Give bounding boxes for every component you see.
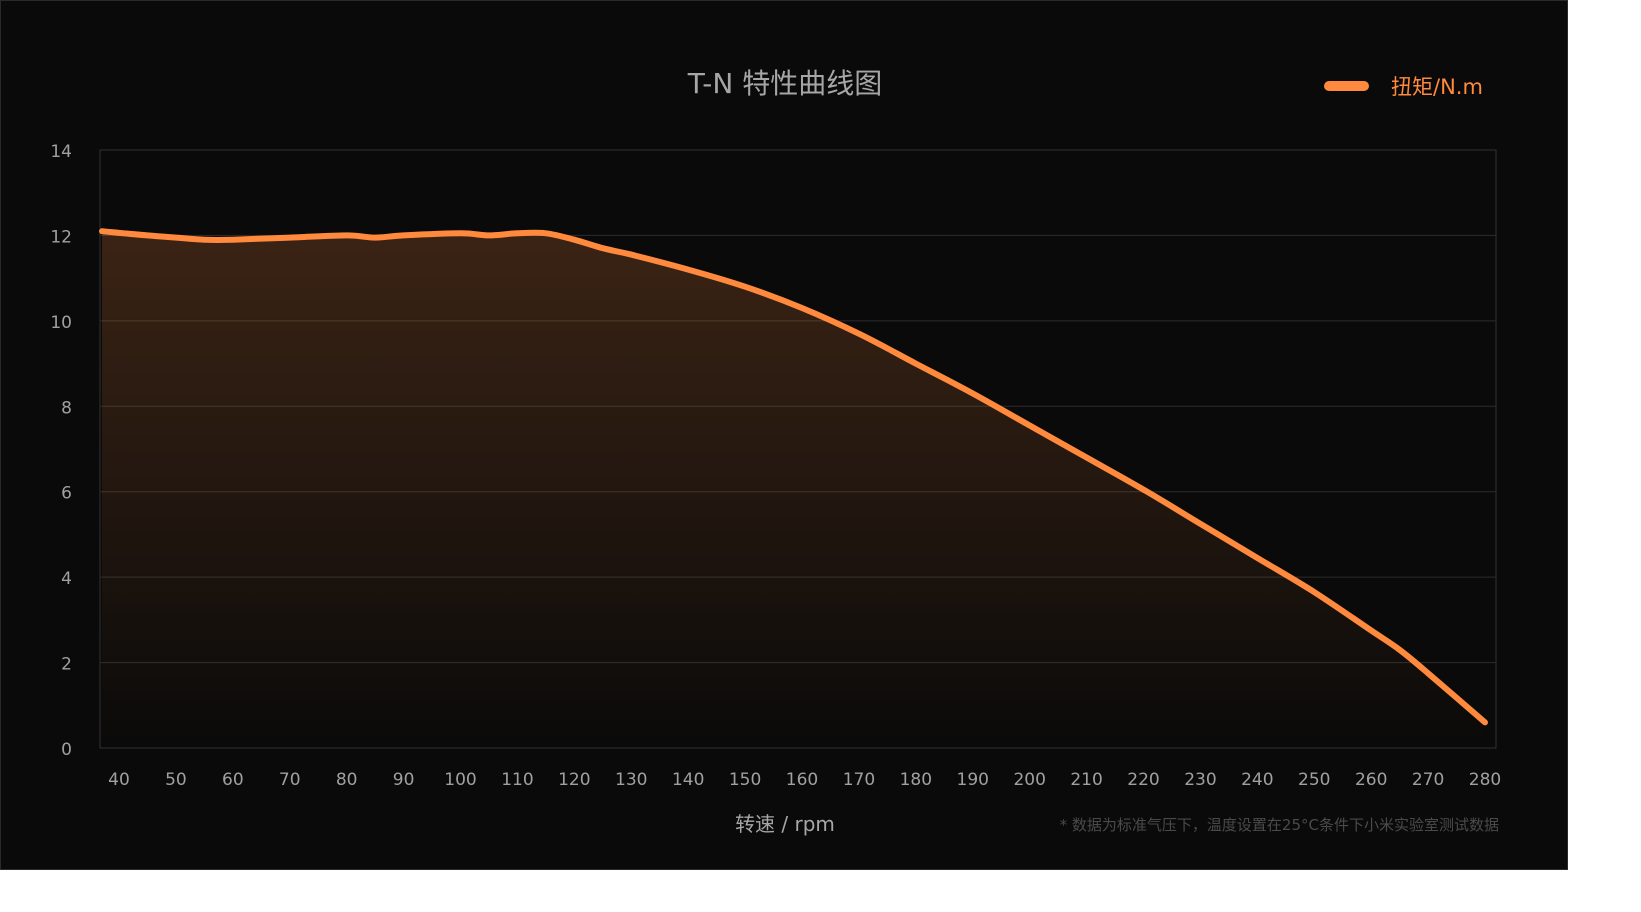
- legend-label: 扭矩/N.m: [1391, 75, 1483, 99]
- x-tick-label: 280: [1469, 770, 1501, 790]
- x-axis-label: 转速 / rpm: [735, 812, 835, 836]
- torque-series-line: [99, 228, 1488, 726]
- chart-panel: T-N 特性曲线图 扭矩/N.m 0 2 4 6 8 10 12 14 40 50 60 70 80 9…: [0, 0, 1568, 870]
- x-tick-label: 240: [1241, 770, 1273, 790]
- x-tick-label: 90: [393, 770, 415, 790]
- y-tick-label: 8: [61, 398, 72, 418]
- x-tick-label: 230: [1184, 770, 1216, 790]
- y-tick-label: 2: [61, 655, 72, 675]
- x-tick-label: 160: [786, 770, 818, 790]
- x-tick-label: 200: [1013, 770, 1045, 790]
- tn-characteristic-chart: T-N 特性曲线图 扭矩/N.m 0 2 4 6 8 10 12 14 40 50 60 70 80 9…: [50, 67, 1501, 836]
- y-tick-label: 14: [50, 142, 72, 162]
- y-tick-label: 12: [50, 227, 72, 247]
- x-tick-label: 50: [165, 770, 187, 790]
- x-tick-label: 120: [558, 770, 590, 790]
- x-tick-label: 220: [1127, 770, 1159, 790]
- y-tick-label: 0: [61, 740, 72, 760]
- x-tick-label: 70: [279, 770, 301, 790]
- x-tick-label: 260: [1355, 770, 1387, 790]
- x-tick-label: 110: [501, 770, 533, 790]
- x-tick-label: 40: [108, 770, 130, 790]
- x-tick-label: 60: [222, 770, 244, 790]
- x-tick-label: 80: [336, 770, 358, 790]
- footnote-text: * 数据为标准气压下，温度设置在25°C条件下小米实验室测试数据: [1060, 816, 1499, 834]
- x-tick-label: 180: [900, 770, 932, 790]
- x-tick-label: 210: [1070, 770, 1102, 790]
- x-tick-label: 150: [729, 770, 761, 790]
- x-tick-label: 250: [1298, 770, 1330, 790]
- x-tick-label: 270: [1412, 770, 1444, 790]
- y-axis-ticks: 0 2 4 6 8 10 12 14: [50, 142, 72, 760]
- x-tick-label: 100: [444, 770, 476, 790]
- x-axis-ticks: 40 50 60 70 80 90 100 110 120 130 140 150 160 170 180 1…: [108, 770, 1501, 790]
- torque-area-fill: [102, 231, 1485, 748]
- x-tick-label: 190: [957, 770, 989, 790]
- chart-title: T-N 特性曲线图: [687, 67, 882, 100]
- x-tick-label: 170: [843, 770, 875, 790]
- y-tick-label: 10: [50, 313, 72, 333]
- y-tick-label: 4: [61, 569, 72, 589]
- x-tick-label: 130: [615, 770, 647, 790]
- y-tick-label: 6: [61, 484, 72, 504]
- x-tick-label: 140: [672, 770, 704, 790]
